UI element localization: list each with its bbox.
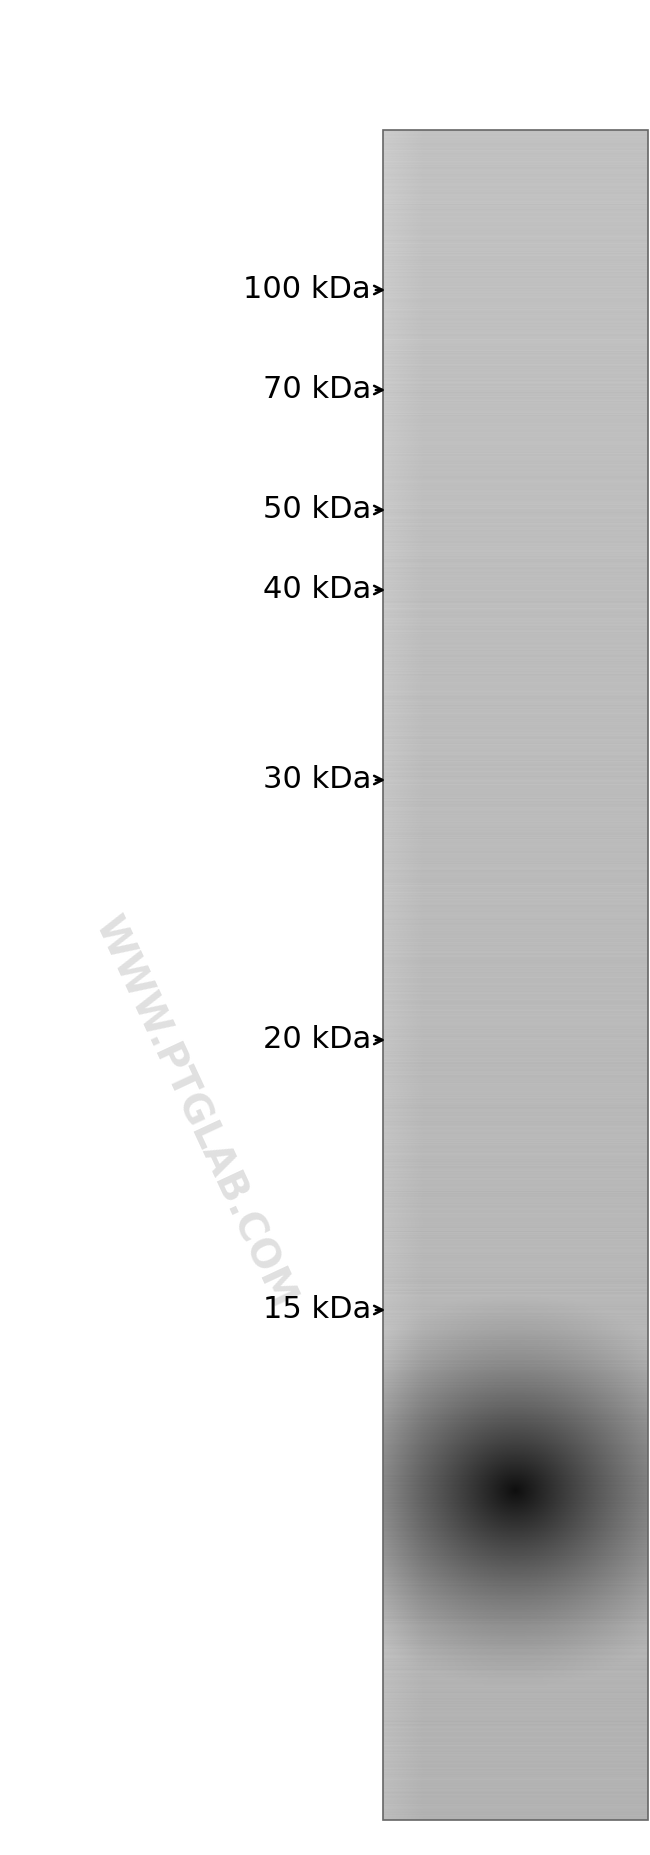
Bar xyxy=(383,130,648,1820)
Text: 40 kDa: 40 kDa xyxy=(263,575,371,605)
Text: 15 kDa: 15 kDa xyxy=(263,1295,371,1324)
Text: 30 kDa: 30 kDa xyxy=(263,766,371,794)
Text: 50 kDa: 50 kDa xyxy=(263,495,371,525)
Text: 20 kDa: 20 kDa xyxy=(263,1026,371,1054)
Text: WWW.PTGLAB.COM: WWW.PTGLAB.COM xyxy=(88,911,302,1315)
Text: 100 kDa: 100 kDa xyxy=(243,276,371,304)
Text: 70 kDa: 70 kDa xyxy=(263,375,371,404)
